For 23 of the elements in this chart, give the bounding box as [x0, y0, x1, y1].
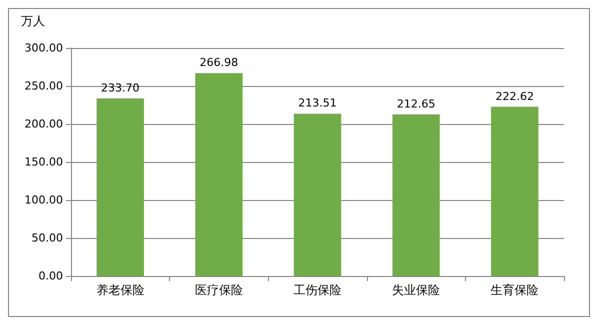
data-label: 233.70 [101, 81, 140, 94]
bar [491, 106, 538, 276]
y-tick-label: 250.00 [24, 80, 63, 92]
y-tick-label: 50.00 [32, 232, 63, 244]
y-tick-label: 300.00 [24, 42, 63, 54]
bar [96, 98, 144, 276]
bar [294, 114, 342, 276]
bar [195, 73, 243, 276]
x-tick-label: 医疗保险 [194, 283, 243, 297]
x-tick-label: 养老保险 [96, 283, 144, 297]
y-tick-label: 100.00 [24, 194, 63, 206]
x-tick-label: 工伤保险 [294, 283, 342, 297]
y-axis-title: 万人 [21, 14, 45, 28]
bar [392, 114, 440, 276]
y-tick-label: 0.00 [38, 270, 63, 282]
y-tick-label: 200.00 [24, 118, 63, 130]
data-label: 212.65 [396, 97, 436, 110]
data-label: 213.51 [298, 96, 337, 110]
data-label: 222.62 [495, 90, 534, 103]
data-label: 266.98 [200, 56, 238, 70]
x-tick-label: 生育保险 [490, 283, 539, 297]
y-tick-label: 150.00 [24, 156, 63, 168]
x-tick-label: 失业保险 [392, 283, 440, 297]
